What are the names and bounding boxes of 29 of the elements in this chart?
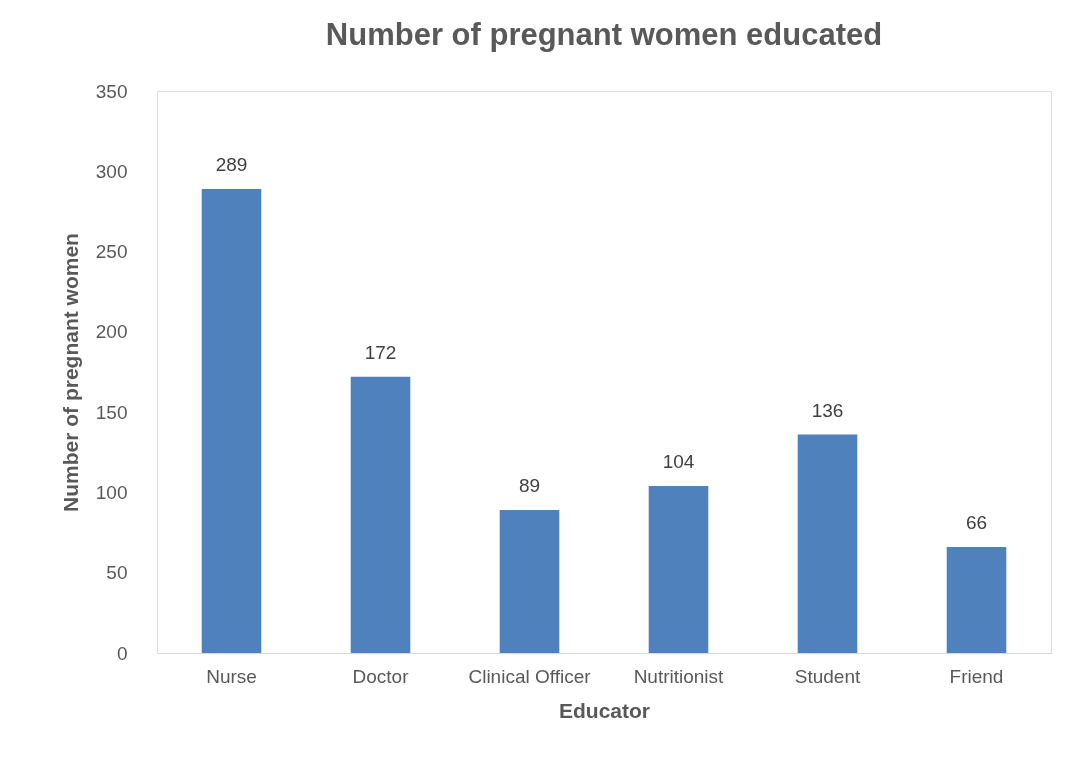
- data-label: 172: [364, 341, 397, 363]
- y-tick-label: 100: [95, 481, 128, 503]
- x-tick-label: Friend: [949, 665, 1004, 687]
- x-tick-label: Clinical Officer: [468, 665, 592, 687]
- x-tick-label: Nurse: [206, 665, 257, 687]
- bar: [797, 434, 858, 653]
- data-label: 289: [215, 153, 248, 175]
- data-label: 104: [662, 451, 695, 473]
- x-axis-title: Educator: [558, 698, 651, 722]
- y-axis-title: Number of pregnant women: [58, 233, 82, 512]
- chart-title: Number of pregnant women educated: [325, 17, 883, 52]
- bar: [201, 188, 262, 653]
- data-label: 136: [811, 399, 844, 421]
- bar: [499, 510, 560, 653]
- y-tick-label: 350: [95, 80, 128, 102]
- bar: [946, 547, 1007, 653]
- bar: [648, 486, 709, 653]
- y-tick-label: 200: [95, 321, 128, 343]
- x-tick-label: Student: [794, 665, 861, 687]
- y-tick-label: 300: [95, 160, 128, 182]
- bar: [350, 376, 411, 653]
- x-tick-label: Nutritionist: [633, 665, 725, 687]
- y-tick-label: 250: [95, 241, 128, 263]
- y-tick-label: 0: [116, 642, 128, 664]
- x-tick-label: Doctor: [352, 665, 410, 687]
- y-tick-label: 150: [95, 401, 128, 423]
- data-label: 66: [965, 512, 988, 534]
- y-tick-label: 50: [106, 562, 128, 584]
- data-label: 89: [518, 475, 541, 497]
